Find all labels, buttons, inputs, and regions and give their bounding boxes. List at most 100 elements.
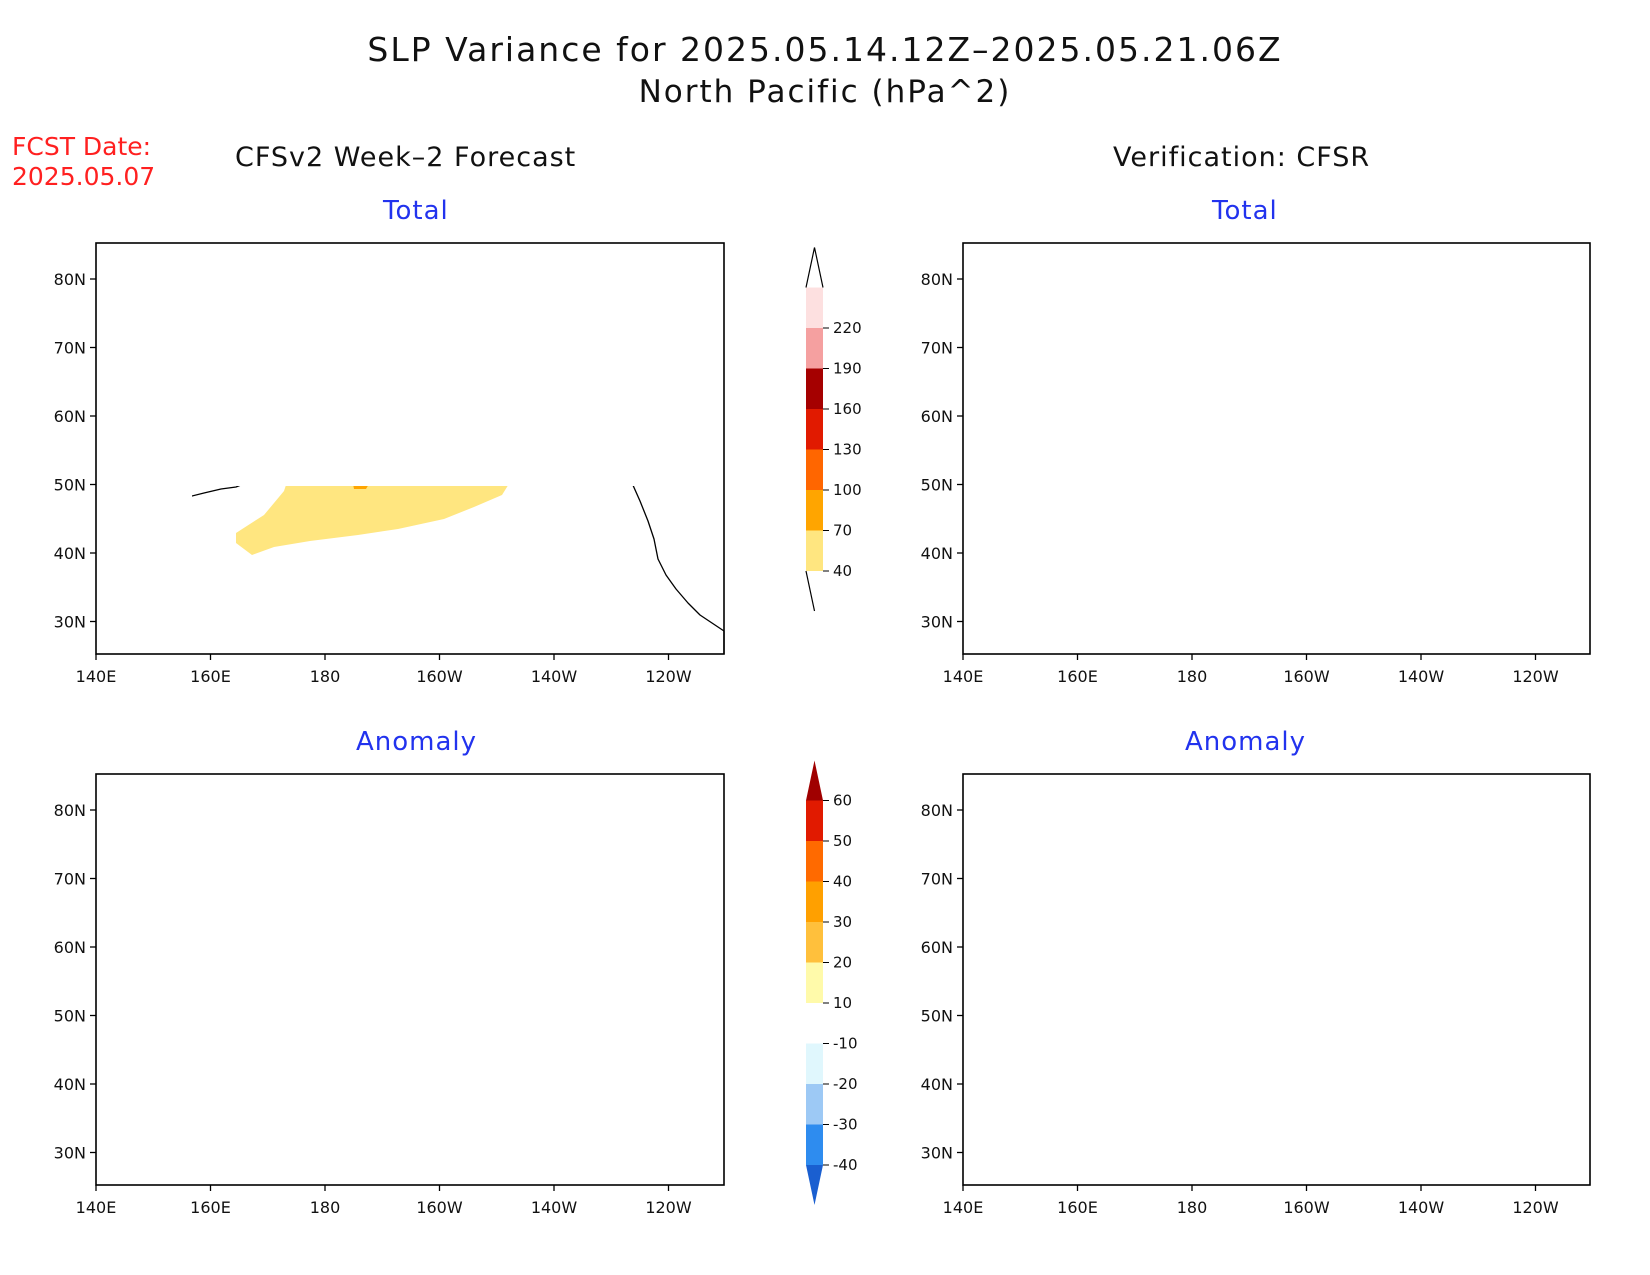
total-colorbar-box	[806, 530, 823, 571]
verification-anomaly-lon-label: 180	[1177, 1198, 1208, 1217]
total-colorbar-label: 70	[833, 522, 852, 540]
verification-total-lon-label: 160W	[1283, 667, 1330, 686]
forecast-total-lon-label: 120W	[645, 667, 692, 686]
forecast-total-lat-label: 30N	[54, 613, 86, 632]
verification-anomaly-lon-label: 160W	[1283, 1198, 1330, 1217]
anomaly-colorbar-label: -20	[833, 1075, 858, 1093]
anomaly-colorbar-box	[806, 800, 823, 841]
axes-layer: 140E 160E 180 160W 140W 120W 80N 70N 60N 50N 40N 30…	[54, 270, 1559, 1217]
anomaly-colorbar-label: 10	[833, 994, 852, 1012]
total-colorbar-label: 220	[833, 319, 862, 337]
verification-total-panel	[962, 242, 1591, 655]
anomaly-colorbar-label: -10	[833, 1035, 858, 1053]
forecast-total-lon-label: 160E	[190, 667, 231, 686]
total-colorbar: 40 70 100 130 160 190 220	[805, 247, 862, 612]
forecast-total-panel	[95, 242, 725, 655]
anomaly-colorbar-label: 30	[833, 913, 852, 931]
anomaly-colorbar-box	[806, 1124, 823, 1165]
verification-total-lon-label: 120W	[1512, 667, 1559, 686]
forecast-anomaly-lat-label: 80N	[54, 801, 86, 820]
anomaly-colorbar-label: 40	[833, 873, 852, 891]
anomaly-colorbar-label: 50	[833, 832, 852, 850]
verification-anomaly-lat-label: 60N	[921, 938, 953, 957]
forecast-anomaly-lat-label: 30N	[54, 1144, 86, 1163]
anomaly-colorbar-box	[806, 881, 823, 922]
anomaly-colorbar-label: 60	[833, 792, 852, 810]
anomaly-colorbar-box	[806, 841, 823, 882]
forecast-total-lon-label: 140E	[76, 667, 117, 686]
total-colorbar-label: 130	[833, 441, 862, 459]
verification-total-lat-label: 70N	[921, 339, 953, 358]
verification-anomaly-lon-label: 140W	[1398, 1198, 1445, 1217]
anomaly-colorbar-lower-triangle	[806, 1165, 823, 1205]
forecast-anomaly-lon-label: 160W	[416, 1198, 463, 1217]
verification-total-lon-label: 140E	[943, 667, 984, 686]
forecast-anomaly-lat-label: 40N	[54, 1075, 86, 1094]
total-colorbar-label: 100	[833, 481, 862, 499]
anomaly-colorbar-label: 20	[833, 954, 852, 972]
verification-total-lat-label: 80N	[921, 270, 953, 289]
forecast-total-lat-label: 70N	[54, 339, 86, 358]
forecast-anomaly-lon-label: 120W	[645, 1198, 692, 1217]
forecast-anomaly-lon-label: 180	[310, 1198, 341, 1217]
anomaly-colorbar-box	[806, 962, 823, 1003]
forecast-total-lon-label: 180	[310, 667, 341, 686]
forecast-anomaly-lon-label: 140W	[531, 1198, 578, 1217]
verification-anomaly-lat-label: 30N	[921, 1144, 953, 1163]
verification-column-title: Verification: CFSR	[1113, 142, 1371, 173]
forecast-anomaly-lat-label: 50N	[54, 1007, 86, 1026]
verification-total-lon-label: 180	[1177, 667, 1208, 686]
forecast-anomaly-lat-label: 70N	[54, 870, 86, 889]
forecast-total-lat-label: 40N	[54, 544, 86, 563]
forecast-column-title: CFSv2 Week–2 Forecast	[235, 142, 577, 173]
fcst-date-value: 2025.05.07	[12, 162, 156, 191]
verification-anomaly-lat-label: 80N	[921, 801, 953, 820]
forecast-anomaly-lon-label: 140E	[76, 1198, 117, 1217]
total-colorbar-label: 160	[833, 400, 862, 418]
total-colorbar-label: 40	[833, 562, 852, 580]
verification-anomaly-lon-label: 120W	[1512, 1198, 1559, 1217]
forecast-total-lon-label: 160W	[416, 667, 463, 686]
anomaly-colorbar-upper-triangle	[806, 760, 823, 801]
anomaly-colorbar-box	[806, 1043, 823, 1084]
verification-total-lat-label: 50N	[921, 476, 953, 495]
total-colorbar-box	[806, 409, 823, 450]
forecast-anomaly-lat-label: 60N	[54, 938, 86, 957]
forecast-total-lat-label: 50N	[54, 476, 86, 495]
panel-title-forecast-total: Total	[383, 196, 449, 226]
total-colorbar-box	[806, 368, 823, 409]
forecast-total-lon-label: 140W	[531, 667, 578, 686]
anomaly-colorbar-box	[806, 1003, 823, 1044]
forecast-total-lat-label: 80N	[54, 270, 86, 289]
anomaly-colorbar-label: -40	[833, 1156, 858, 1174]
verification-total-lat-label: 40N	[921, 544, 953, 563]
anomaly-colorbar: -40 -30 -20 -10 10 20 30 40 50 60	[806, 760, 858, 1205]
total-colorbar-box	[806, 449, 823, 490]
anomaly-colorbar-box	[806, 1084, 823, 1125]
fcst-date-label: FCST Date:	[12, 132, 152, 161]
total-colorbar-box	[806, 328, 823, 369]
panel-title-forecast-anomaly: Anomaly	[356, 727, 478, 757]
verification-anomaly-panel	[962, 773, 1591, 1186]
verification-anomaly-lat-label: 50N	[921, 1007, 953, 1026]
verification-total-lon-label: 160E	[1057, 667, 1098, 686]
anomaly-colorbar-label: -30	[833, 1116, 858, 1134]
total-colorbar-label: 190	[833, 360, 862, 378]
forecast-anomaly-panel	[95, 773, 725, 1186]
subtitle: North Pacific (hPa^2)	[638, 74, 1012, 110]
forecast-total-lat-label: 60N	[54, 407, 86, 426]
total-colorbar-box	[806, 287, 823, 328]
verification-total-lat-label: 60N	[921, 407, 953, 426]
verification-anomaly-lon-label: 140E	[943, 1198, 984, 1217]
main-title: SLP Variance for 2025.05.14.12Z–2025.05.…	[367, 30, 1283, 69]
anomaly-colorbar-box	[806, 922, 823, 963]
verification-total-lon-label: 140W	[1398, 667, 1445, 686]
panel-title-verification-anomaly: Anomaly	[1185, 727, 1307, 757]
forecast-anomaly-lon-label: 160E	[190, 1198, 231, 1217]
verification-anomaly-lat-label: 40N	[921, 1075, 953, 1094]
verification-total-lat-label: 30N	[921, 613, 953, 632]
verification-anomaly-lat-label: 70N	[921, 870, 953, 889]
verification-anomaly-lon-label: 160E	[1057, 1198, 1098, 1217]
total-colorbar-box	[806, 490, 823, 531]
